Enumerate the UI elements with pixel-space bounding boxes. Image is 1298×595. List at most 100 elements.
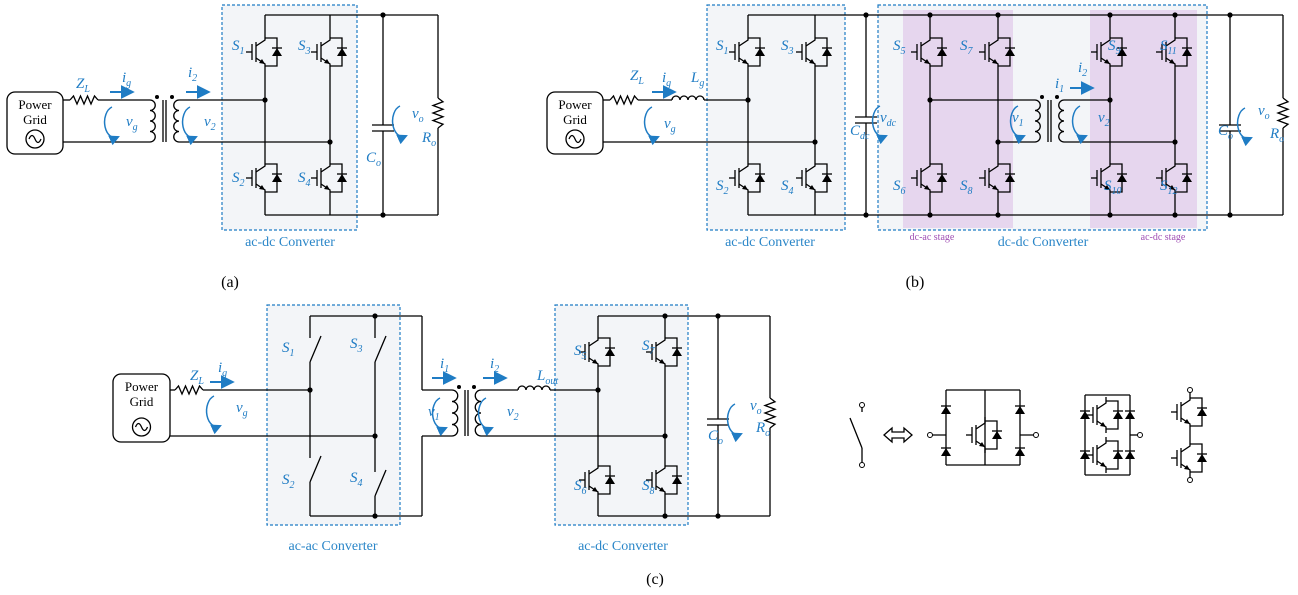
inductor [517,385,551,391]
symbol-sub: 2 [514,412,519,423]
terminal [859,462,865,468]
diode [822,48,832,56]
symbol-label: S7 [642,338,656,357]
symbol-label: vg [126,114,138,133]
symbol-label: ig [122,70,131,89]
symbol-main: v [412,106,419,122]
node-dot [995,212,1001,218]
diode [1197,454,1207,462]
symbol-label: Co [1218,123,1233,142]
symbol-label: ig [218,360,227,379]
symbol-sub: 1 [240,46,245,57]
coil [474,389,482,437]
symbol-label: S3 [298,38,311,57]
symbol-label: S4 [298,170,311,189]
symbol-main: i [1055,76,1059,92]
symbol-label: Cdc [850,123,870,142]
igbt-arrow [592,487,598,492]
symbol-sub: L [197,376,204,387]
diode [1015,406,1025,414]
symbol-main: L [536,368,545,384]
igbt [588,334,599,347]
conv-label: ac-dc Converter [245,235,335,250]
symbol-sub: 1 [290,348,295,359]
igbt [975,417,986,430]
symbol-label: v2 [204,114,216,133]
igbt [805,34,816,47]
ac-symbol [131,417,152,437]
symbol-label: i2 [490,356,499,375]
diode [672,476,682,484]
igbt [1096,460,1107,473]
symbol-sub: 3 [357,344,363,355]
symbol-main: v [750,398,757,414]
igbt [655,334,666,347]
symbol-label: S2 [716,178,729,197]
symbol-label: S1 [232,38,245,57]
igbt [1180,440,1191,453]
voltage-arrow [181,106,198,146]
ac-symbol [28,134,42,144]
polarity-dot [170,95,174,99]
symbol-main: v [1012,110,1019,126]
stage-label: ac-dc stage [1141,232,1186,243]
ac-symbol [134,422,149,432]
diode [1182,174,1192,182]
node-dot [715,313,721,319]
symbol-sub: 2 [290,480,295,491]
stage-label: dc-ac stage [910,232,955,243]
igbt-arrow [1169,185,1175,190]
diode [1080,411,1090,419]
symbol-sub: 1 [444,364,449,375]
resistor [431,97,445,129]
symbol-main: Z [630,68,639,84]
diode [605,476,615,484]
cap-label: (c) [646,571,664,588]
resistor [609,94,639,106]
symbol-main: C [708,428,719,444]
symbol-main: i [662,70,666,86]
voltage-arrow [1236,107,1253,147]
voltage-arrow [1009,105,1026,145]
igbt-arrow [259,59,265,64]
symbol-main: S [642,338,650,354]
symbol-sub: 12 [1168,186,1178,197]
node-dot [662,313,668,319]
igbt-arrow [1104,59,1110,64]
symbol-sub: o [1228,131,1233,142]
symbol-sub: 3 [305,46,311,57]
diode [822,174,832,182]
voltage-arrow [726,403,743,443]
node-dot [927,212,933,218]
node-dot [327,139,333,145]
wire [374,335,387,363]
symbol-sub: g [126,78,131,89]
symbol-main: S [232,38,240,54]
grid-source [112,373,171,443]
symbol-label: v1 [1012,110,1024,129]
symbol-sub: 2 [192,73,197,84]
diode [272,174,282,182]
symbol-main: C [850,123,861,139]
voltage-arrow [477,397,494,437]
resistor [174,384,204,396]
symbol-label: Ro [1269,126,1284,145]
ac-symbol [565,129,585,149]
symbol-main: i [490,356,494,372]
symbol-sub: 3 [788,46,794,57]
pair [1084,394,1131,476]
igbt [805,160,816,173]
igbt [255,34,266,47]
symbol-label: S6 [574,478,587,497]
resistor [1276,97,1290,129]
coil [173,99,180,143]
igbt-arrow [324,59,330,64]
symbol-sub: 2 [1105,118,1110,129]
symbol-main: v [428,404,435,420]
diode [605,348,615,356]
igbt-arrow [1184,465,1190,470]
igbt [588,462,599,475]
conv-label: ac-dc Converter [578,539,668,554]
symbol-sub: 2 [494,364,499,375]
terminal [927,432,933,438]
